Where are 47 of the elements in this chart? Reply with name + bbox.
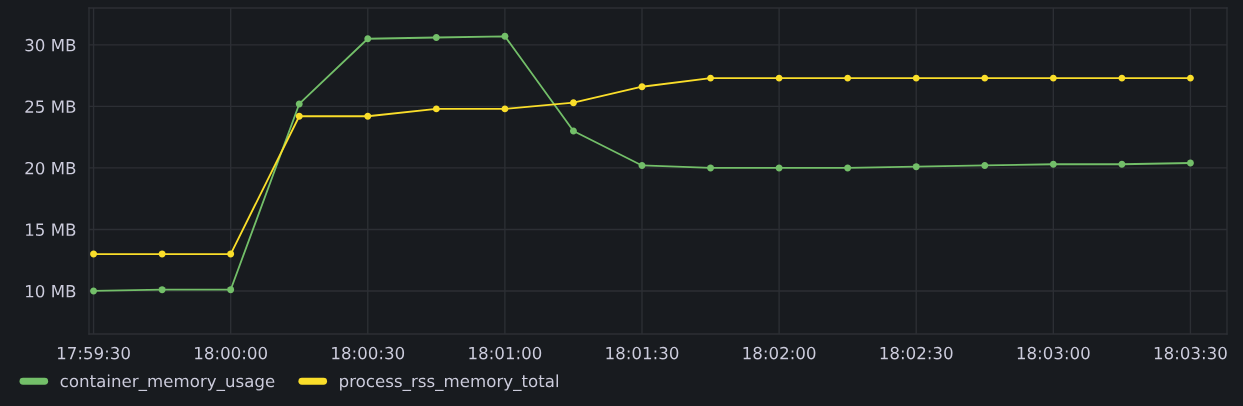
- point: [844, 74, 852, 82]
- point: [364, 112, 372, 120]
- point: [569, 99, 577, 107]
- point: [364, 35, 372, 43]
- x-tick-label: 18:03:00: [1017, 346, 1090, 360]
- point: [227, 250, 235, 258]
- point: [501, 32, 509, 40]
- point: [227, 286, 235, 294]
- point: [638, 161, 646, 169]
- point: [1118, 74, 1126, 82]
- point: [1118, 160, 1126, 168]
- point: [912, 74, 920, 82]
- point: [912, 163, 920, 171]
- y-tick-label: 30 MB: [25, 38, 76, 52]
- point: [981, 161, 989, 169]
- point: [1049, 160, 1057, 168]
- legend-label: process_rss_memory_total: [340, 374, 559, 391]
- point: [158, 286, 166, 294]
- x-tick-label: 18:01:00: [469, 346, 542, 360]
- x-tick-label: 18:03:30: [1154, 346, 1227, 360]
- y-tick-label: 15 MB: [26, 223, 76, 236]
- point: [501, 105, 509, 113]
- x-tick-label: 18:00:00: [195, 346, 267, 360]
- x-tick-label: 18:00:30: [332, 346, 405, 360]
- point: [295, 112, 303, 120]
- point: [981, 74, 989, 82]
- point: [432, 105, 440, 113]
- x-tick-label: 18:02:30: [880, 346, 953, 360]
- point: [295, 100, 303, 108]
- point: [90, 287, 98, 295]
- x-tick-label: 18:02:00: [743, 346, 816, 360]
- legend-label: container_memory_usage: [60, 374, 275, 391]
- y-tick-label: 20 MB: [25, 161, 76, 175]
- point: [569, 127, 577, 135]
- point: [707, 74, 715, 82]
- y-tick-label: 25 MB: [25, 100, 76, 113]
- x-tick-label: 18:01:30: [606, 346, 679, 360]
- point: [844, 164, 852, 172]
- point: [707, 164, 715, 172]
- x-tick-label: 17:59:30: [57, 346, 130, 360]
- point: [638, 83, 646, 91]
- point: [1186, 159, 1194, 167]
- point: [90, 250, 98, 258]
- y-tick-label: 10 MB: [26, 284, 76, 298]
- point: [1049, 74, 1057, 82]
- point: [1186, 74, 1194, 82]
- point: [432, 34, 440, 41]
